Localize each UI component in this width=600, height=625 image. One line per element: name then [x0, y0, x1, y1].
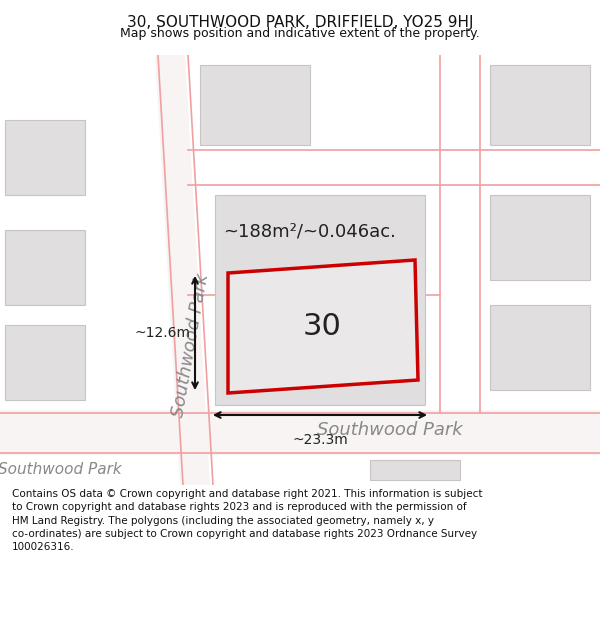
FancyBboxPatch shape: [215, 195, 425, 405]
Text: Map shows position and indicative extent of the property.: Map shows position and indicative extent…: [120, 27, 480, 39]
FancyBboxPatch shape: [490, 305, 590, 390]
Text: ~23.3m: ~23.3m: [292, 433, 348, 447]
FancyBboxPatch shape: [5, 230, 85, 305]
Text: 30: 30: [303, 312, 341, 341]
Text: Southwood Park: Southwood Park: [0, 462, 122, 478]
FancyBboxPatch shape: [490, 65, 590, 145]
Polygon shape: [0, 410, 600, 455]
Text: Southwood Park: Southwood Park: [317, 421, 463, 439]
FancyBboxPatch shape: [5, 325, 85, 400]
Text: ~188m²/~0.046ac.: ~188m²/~0.046ac.: [224, 222, 397, 240]
Text: Southwood Park: Southwood Park: [169, 272, 212, 418]
FancyBboxPatch shape: [370, 460, 460, 480]
Text: ~12.6m: ~12.6m: [134, 326, 190, 340]
Polygon shape: [155, 55, 210, 485]
FancyBboxPatch shape: [5, 120, 85, 195]
FancyBboxPatch shape: [490, 195, 590, 280]
Polygon shape: [228, 260, 418, 393]
Text: 30, SOUTHWOOD PARK, DRIFFIELD, YO25 9HJ: 30, SOUTHWOOD PARK, DRIFFIELD, YO25 9HJ: [127, 16, 473, 31]
Text: Contains OS data © Crown copyright and database right 2021. This information is : Contains OS data © Crown copyright and d…: [12, 489, 482, 552]
FancyBboxPatch shape: [200, 65, 310, 145]
